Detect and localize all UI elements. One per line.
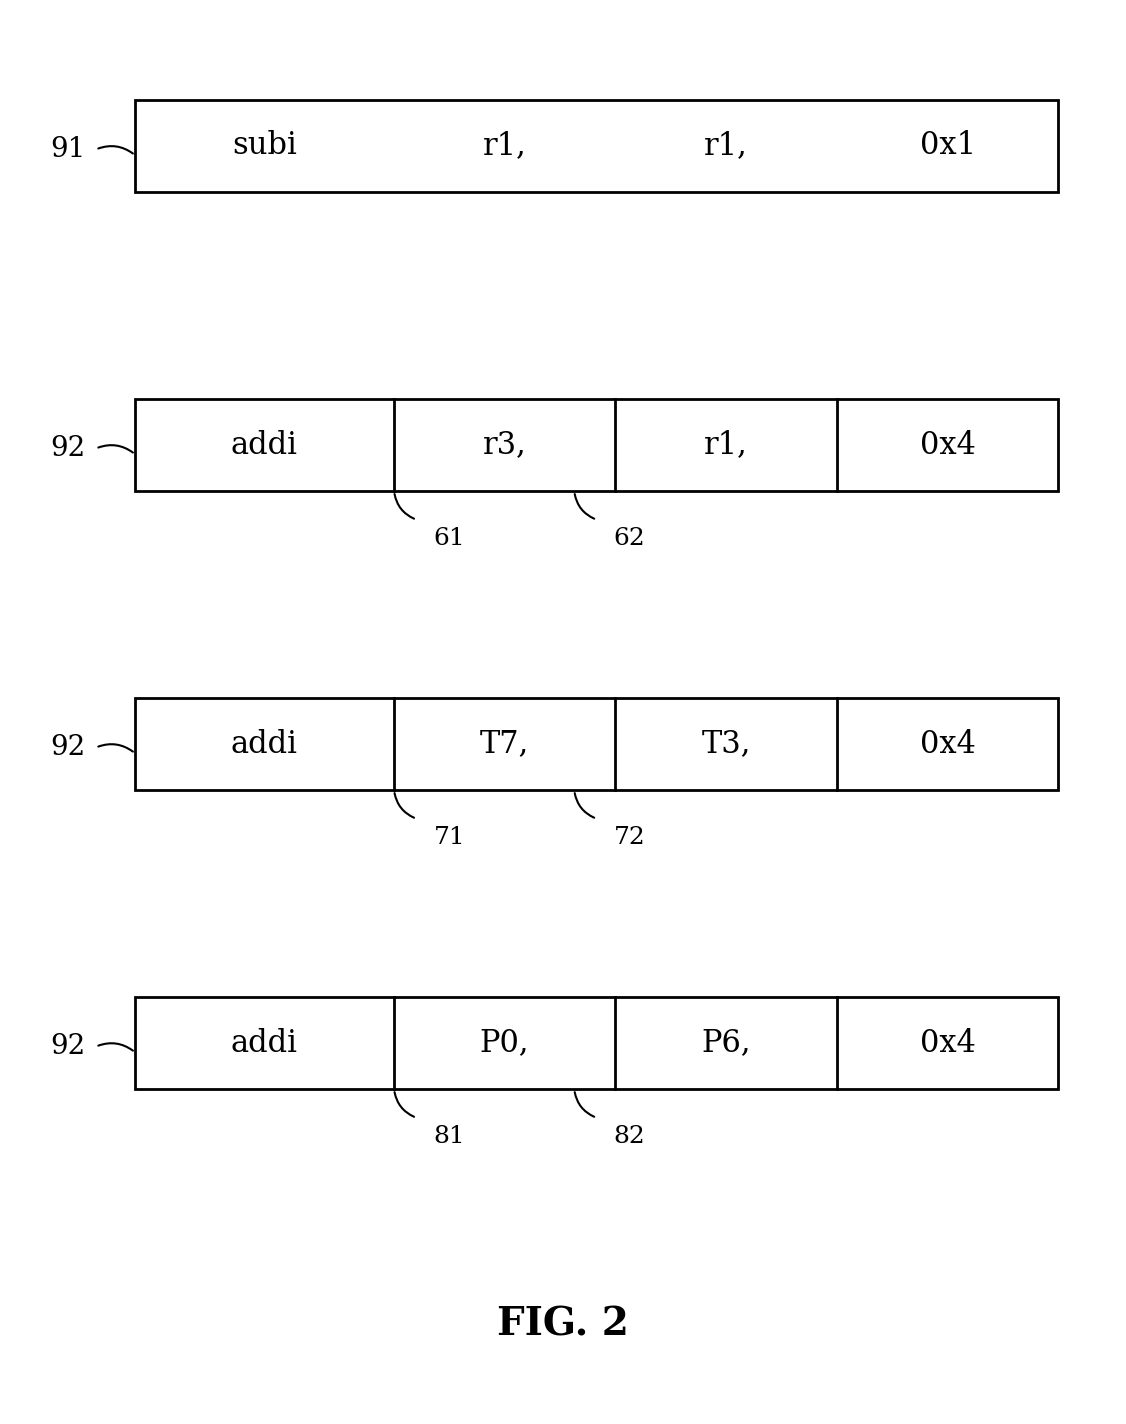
FancyBboxPatch shape xyxy=(135,698,1058,790)
Text: r1,: r1, xyxy=(483,131,526,161)
Text: 92: 92 xyxy=(50,436,86,461)
Text: 92: 92 xyxy=(50,1034,86,1059)
Text: FIG. 2: FIG. 2 xyxy=(497,1306,629,1343)
Text: r1,: r1, xyxy=(704,131,748,161)
Text: 71: 71 xyxy=(434,826,465,849)
Text: subi: subi xyxy=(232,131,297,161)
Text: 81: 81 xyxy=(434,1125,465,1148)
Text: 0x4: 0x4 xyxy=(920,729,975,759)
FancyBboxPatch shape xyxy=(135,399,1058,491)
Text: 62: 62 xyxy=(614,527,645,550)
Text: addi: addi xyxy=(231,1028,298,1058)
FancyBboxPatch shape xyxy=(135,100,1058,192)
Text: 91: 91 xyxy=(50,137,86,162)
Text: r1,: r1, xyxy=(704,430,748,460)
Text: 72: 72 xyxy=(614,826,645,849)
Text: 61: 61 xyxy=(434,527,465,550)
Text: P6,: P6, xyxy=(701,1028,751,1058)
Text: 0x4: 0x4 xyxy=(920,1028,975,1058)
Text: 82: 82 xyxy=(614,1125,645,1148)
Text: addi: addi xyxy=(231,729,298,759)
Text: T3,: T3, xyxy=(701,729,751,759)
Text: r3,: r3, xyxy=(483,430,526,460)
Text: 92: 92 xyxy=(50,735,86,760)
FancyBboxPatch shape xyxy=(135,997,1058,1089)
Text: 0x4: 0x4 xyxy=(920,430,975,460)
Text: P0,: P0, xyxy=(480,1028,529,1058)
Text: 0x1: 0x1 xyxy=(920,131,976,161)
Text: addi: addi xyxy=(231,430,298,460)
Text: T7,: T7, xyxy=(480,729,529,759)
